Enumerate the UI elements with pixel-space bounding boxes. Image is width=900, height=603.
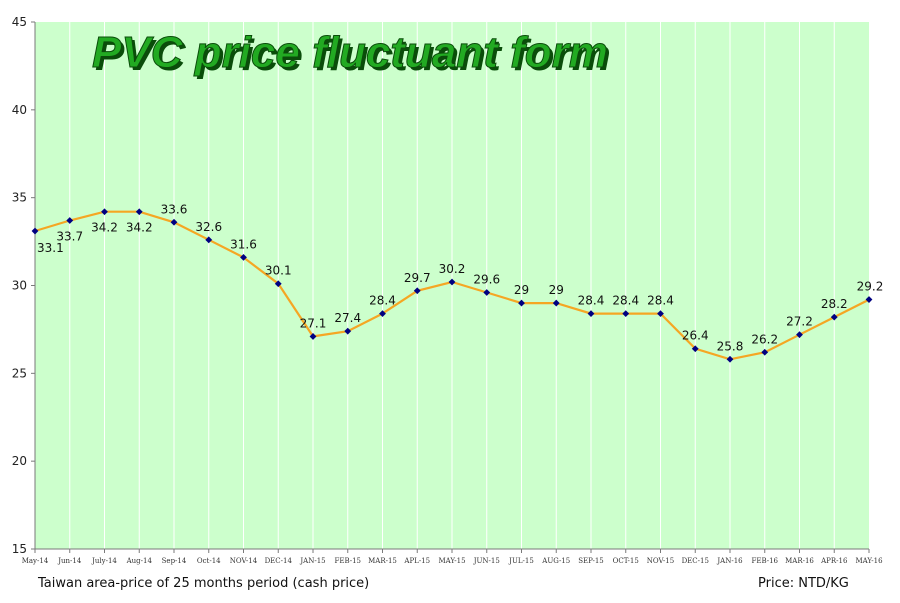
data-label: 28.4 xyxy=(369,294,396,308)
x-tick-label: MAY-15 xyxy=(438,557,465,565)
period-caption: Taiwan area-price of 25 months period (c… xyxy=(38,576,370,591)
data-label: 34.2 xyxy=(91,221,118,235)
data-point xyxy=(240,253,247,261)
data-point xyxy=(865,296,873,303)
data-label: 32.6 xyxy=(195,220,222,234)
data-label: 28.2 xyxy=(821,297,848,311)
x-tick-label: MAY-16 xyxy=(855,557,883,565)
data-label: 27.1 xyxy=(300,316,327,330)
data-label: 26.4 xyxy=(682,329,709,343)
y-tick-label: 40 xyxy=(12,103,27,117)
x-tick-label: JAN-16 xyxy=(716,557,743,565)
data-point xyxy=(205,236,213,244)
data-label: 26.2 xyxy=(751,332,778,346)
x-tick-label: NOV-14 xyxy=(230,557,258,565)
x-tick-label: MAR-16 xyxy=(785,557,814,565)
data-point xyxy=(830,313,838,321)
data-point xyxy=(587,310,595,318)
data-label: 28.4 xyxy=(578,294,605,308)
y-tick-label: 35 xyxy=(12,191,27,205)
data-point xyxy=(796,331,803,339)
data-label: 27.4 xyxy=(334,311,361,325)
x-tick-label: Aug-14 xyxy=(126,557,153,565)
data-label: 28.4 xyxy=(647,294,674,308)
data-label: 29 xyxy=(514,283,529,297)
data-label: 34.2 xyxy=(126,221,153,235)
data-point xyxy=(413,287,421,295)
data-label: 30.1 xyxy=(265,264,292,278)
data-label: 33.1 xyxy=(37,241,64,255)
data-point xyxy=(761,348,769,356)
data-label: 30.2 xyxy=(439,262,466,276)
x-tick-label: APR-16 xyxy=(820,557,848,565)
x-tick-label: Sep-14 xyxy=(162,557,187,565)
data-point xyxy=(483,289,491,296)
data-label: 29.6 xyxy=(473,273,500,287)
data-label: 29 xyxy=(549,283,564,297)
x-tick-label: AUG-15 xyxy=(541,557,570,565)
data-label: 27.2 xyxy=(786,315,813,329)
x-axis-ticks: May-14 Jun-14 July-14 Aug-14 Sep-14 Oct-14 NOV… xyxy=(22,549,883,565)
x-tick-label: SEP-15 xyxy=(578,557,604,565)
x-tick-label: JUN-15 xyxy=(473,557,500,565)
gridlines xyxy=(69,22,835,549)
data-point xyxy=(101,208,108,216)
data-point xyxy=(135,208,143,216)
x-tick-label: May-14 xyxy=(22,557,49,565)
y-tick-label: 30 xyxy=(12,279,27,293)
data-label: 33.7 xyxy=(56,230,83,244)
data-point xyxy=(518,299,525,307)
y-tick-label: 15 xyxy=(12,542,27,556)
x-tick-label: July-14 xyxy=(91,557,117,565)
data-point xyxy=(726,355,734,363)
data-point xyxy=(274,280,282,288)
data-point xyxy=(344,327,352,335)
x-tick-label: NOV-15 xyxy=(647,557,674,565)
x-tick-label: JUL-15 xyxy=(508,557,534,565)
data-label: 31.6 xyxy=(230,237,257,251)
data-point xyxy=(657,310,664,318)
data-label: 33.6 xyxy=(161,202,188,216)
x-tick-label: JAN-15 xyxy=(299,557,325,565)
x-tick-label: DEC-14 xyxy=(265,557,293,565)
unit-caption: Price: NTD/KG xyxy=(758,576,849,591)
data-point xyxy=(448,278,456,286)
y-tick-label: 20 xyxy=(12,454,27,468)
data-point xyxy=(31,227,39,235)
x-tick-label: FEB-16 xyxy=(751,557,778,565)
x-tick-label: FEB-15 xyxy=(334,557,361,565)
data-label: 28.4 xyxy=(612,294,639,308)
data-point xyxy=(66,217,74,224)
x-tick-label: APL-15 xyxy=(403,557,430,565)
data-label: 29.7 xyxy=(404,271,431,285)
data-point xyxy=(691,345,699,353)
data-point xyxy=(309,333,317,340)
data-label: 29.2 xyxy=(857,280,884,294)
data-point xyxy=(622,310,630,318)
x-tick-label: OCT-15 xyxy=(613,557,639,565)
data-label: 25.8 xyxy=(717,339,744,353)
y-tick-label: 25 xyxy=(12,366,27,380)
x-tick-label: MAR-15 xyxy=(368,557,397,565)
data-point xyxy=(170,218,178,226)
data-point xyxy=(552,299,560,307)
x-tick-label: Oct-14 xyxy=(197,557,221,565)
chart-title-shadow: PVC price fluctuant form xyxy=(95,31,611,80)
data-markers xyxy=(31,208,873,363)
y-axis-ticks: 15 20 25 30 35 40 45 xyxy=(12,15,35,556)
x-tick-label: Jun-14 xyxy=(57,557,82,565)
data-labels: 33.133.7 34.2 34.2 33.6 32.6 31.6 30.1 27.1 27.4… xyxy=(37,202,883,353)
x-tick-label: DEC-15 xyxy=(682,557,709,565)
y-tick-label: 45 xyxy=(12,15,27,29)
data-point xyxy=(379,310,386,318)
chart-title: PVC price fluctuant form xyxy=(92,28,608,77)
